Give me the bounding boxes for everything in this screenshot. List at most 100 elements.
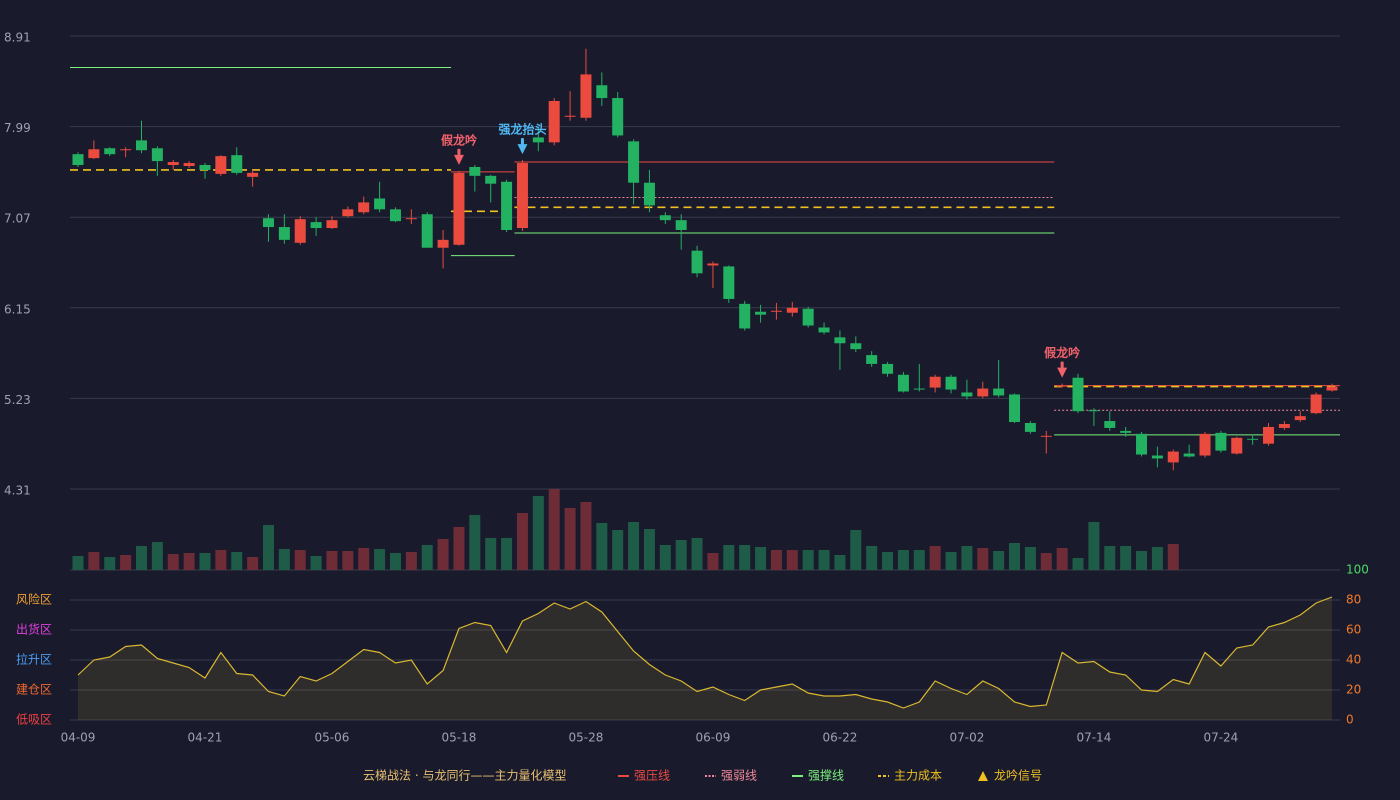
- candle-body: [977, 388, 989, 397]
- volume-bar: [818, 550, 830, 570]
- volume-bar: [945, 552, 957, 570]
- candle-body: [1247, 438, 1259, 440]
- y2-tick-label: 60: [1346, 623, 1361, 637]
- volume-bar: [1167, 544, 1179, 570]
- volume-bar: [977, 548, 989, 570]
- candle-body: [231, 155, 243, 173]
- candle-body: [564, 115, 576, 117]
- candle-body: [1009, 394, 1021, 423]
- volume-bar: [913, 550, 925, 570]
- volume-bar: [1072, 558, 1084, 570]
- volume-bar: [294, 550, 306, 570]
- indicator-area: [78, 597, 1332, 720]
- candle-body: [1040, 435, 1052, 437]
- volume-bar: [707, 553, 719, 570]
- candle-body: [215, 156, 227, 174]
- volume-bar: [247, 557, 259, 570]
- candle-body: [389, 209, 401, 222]
- volume-bar: [993, 551, 1005, 570]
- x-tick-label: 06-22: [822, 731, 857, 745]
- x-tick-label: 04-21: [188, 731, 223, 745]
- candle-body: [72, 154, 84, 166]
- signal-arrow: [1057, 361, 1068, 378]
- signal-arrow: [517, 138, 528, 155]
- volume-bar: [215, 550, 227, 570]
- y-tick-label: 7.99: [4, 121, 31, 135]
- volume-bar: [691, 538, 703, 570]
- candle-body: [929, 376, 941, 388]
- y2-tick-label: 80: [1346, 593, 1361, 607]
- candle-body: [469, 166, 481, 176]
- volume-bar: [1056, 548, 1068, 570]
- x-tick-label: 07-24: [1203, 731, 1238, 745]
- candle-body: [151, 148, 163, 162]
- volume-bar: [453, 527, 465, 570]
- volume-bar: [564, 508, 576, 570]
- candle-body: [358, 202, 370, 213]
- volume-bar: [469, 515, 481, 570]
- volume-bar: [389, 553, 401, 570]
- volume-bar: [72, 556, 84, 570]
- x-tick-label: 07-02: [949, 731, 984, 745]
- volume-bar: [929, 546, 941, 570]
- volume-bar: [1120, 546, 1132, 570]
- candle-body: [612, 98, 624, 136]
- volume-bar: [1024, 547, 1036, 570]
- candle-body: [945, 376, 957, 390]
- candle-body: [628, 141, 640, 183]
- volume-bar: [1136, 551, 1148, 570]
- signal-label: 假龙吟: [441, 132, 477, 147]
- volume-bar: [374, 549, 386, 570]
- volume-bar: [120, 555, 132, 570]
- candle-body: [770, 310, 782, 312]
- candle-body: [993, 388, 1005, 396]
- volume-bar: [278, 549, 290, 570]
- candle-body: [596, 85, 608, 99]
- volume-bar: [770, 550, 782, 570]
- candle-body: [675, 220, 687, 231]
- candle-body: [802, 308, 814, 326]
- volume-bar: [88, 552, 100, 570]
- candle-body: [183, 163, 195, 166]
- x-tick-label: 06-09: [695, 731, 730, 745]
- volume-bar: [310, 556, 322, 570]
- candle-body: [1072, 377, 1084, 412]
- volume-bar: [739, 545, 751, 570]
- candle-body: [1088, 410, 1100, 412]
- candle-body: [199, 165, 211, 170]
- candle-body: [167, 162, 179, 166]
- volume-bar: [1009, 543, 1021, 570]
- candle-body: [453, 172, 465, 245]
- x-tick-label: 05-18: [442, 731, 477, 745]
- volume-bar: [643, 529, 655, 570]
- candle-body: [850, 343, 862, 350]
- zone-label: 风险区: [16, 592, 52, 607]
- y-tick-label: 5.23: [4, 393, 31, 407]
- candle-body: [1104, 421, 1116, 428]
- volume-bar: [326, 551, 338, 570]
- volume-bar: [1040, 553, 1052, 570]
- x-tick-label: 05-28: [569, 731, 604, 745]
- candle-body: [1183, 453, 1195, 457]
- candle-body: [1294, 416, 1306, 421]
- volume-bar: [167, 554, 179, 570]
- volume-bar: [151, 542, 163, 570]
- volume-bar: [628, 522, 640, 570]
- volume-bar: [532, 496, 544, 570]
- volume-bar: [231, 552, 243, 570]
- candle-body: [374, 198, 386, 210]
- candle-body: [421, 214, 433, 248]
- legend-label: 强撑线: [808, 768, 844, 783]
- candle-body: [897, 374, 909, 392]
- candle-body: [294, 219, 306, 243]
- volume-bar: [485, 538, 497, 570]
- legend-label: 强压线: [634, 769, 670, 783]
- signal-label: 假龙吟: [1044, 345, 1080, 360]
- volume-bar: [199, 553, 211, 570]
- volume-bar: [405, 552, 417, 570]
- candle-body: [818, 327, 830, 333]
- candle-body: [532, 137, 544, 143]
- indicator-line: [77, 596, 1333, 709]
- volume-bar: [596, 523, 608, 570]
- volume-bar: [104, 557, 116, 570]
